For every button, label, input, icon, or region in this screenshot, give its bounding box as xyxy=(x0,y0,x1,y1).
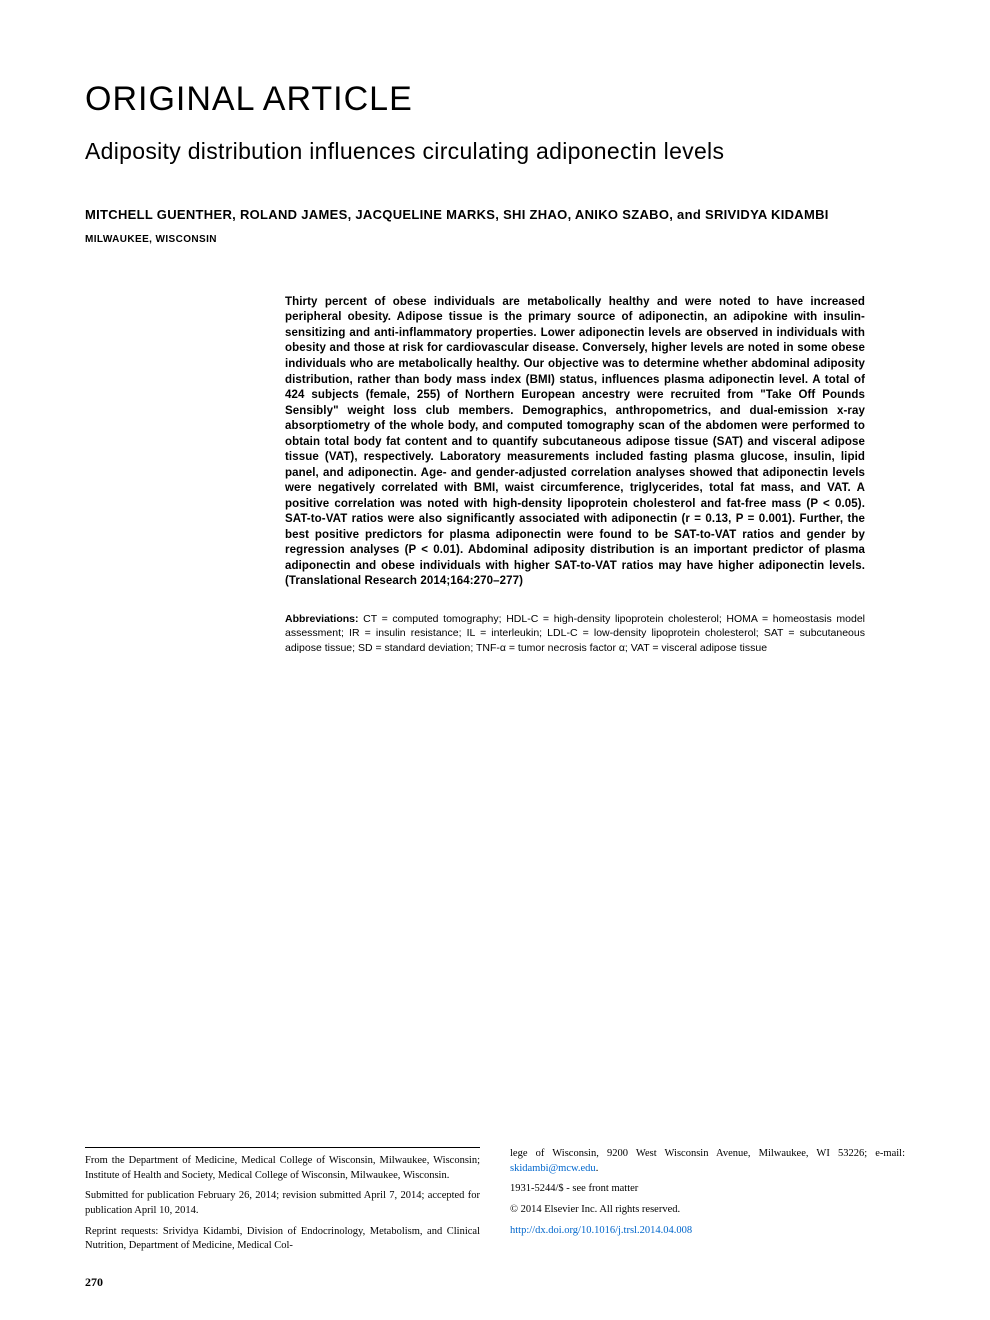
copyright-text: © 2014 Elsevier Inc. All rights reserved… xyxy=(510,1203,905,1218)
footer-left-column: From the Department of Medicine, Medical… xyxy=(85,1147,480,1260)
reprint-requests: Reprint requests: Srividya Kidambi, Divi… xyxy=(85,1225,480,1254)
article-type-label: ORIGINAL ARTICLE xyxy=(85,80,905,119)
footer-right-column: lege of Wisconsin, 9200 West Wisconsin A… xyxy=(510,1147,905,1260)
email-link[interactable]: skidambi@mcw.edu xyxy=(510,1163,596,1174)
page-number: 270 xyxy=(85,1275,103,1290)
footer-divider xyxy=(85,1147,480,1148)
affiliation-text: From the Department of Medicine, Medical… xyxy=(85,1154,480,1183)
abbreviations-label: Abbreviations: xyxy=(285,613,359,625)
abstract-text: Thirty percent of obese individuals are … xyxy=(285,295,865,590)
address-suffix: . xyxy=(596,1163,599,1174)
abbreviations-body: CT = computed tomography; HDL-C = high-d… xyxy=(285,613,865,654)
article-title: Adiposity distribution influences circul… xyxy=(85,137,905,166)
submission-dates: Submitted for publication February 26, 2… xyxy=(85,1189,480,1218)
abbreviations-container: Abbreviations: CT = computed tomography;… xyxy=(285,612,865,656)
footer-container: From the Department of Medicine, Medical… xyxy=(85,1147,905,1260)
abstract-container: Thirty percent of obese individuals are … xyxy=(285,295,865,590)
author-location: MILWAUKEE, WISCONSIN xyxy=(85,234,905,245)
correspondence-address: lege of Wisconsin, 9200 West Wisconsin A… xyxy=(510,1147,905,1176)
issn-text: 1931-5244/$ - see front matter xyxy=(510,1182,905,1197)
doi-link[interactable]: http://dx.doi.org/10.1016/j.trsl.2014.04… xyxy=(510,1224,905,1239)
address-text: lege of Wisconsin, 9200 West Wisconsin A… xyxy=(510,1148,905,1159)
abbreviations-text: Abbreviations: CT = computed tomography;… xyxy=(285,612,865,656)
authors-list: MITCHELL GUENTHER, ROLAND JAMES, JACQUEL… xyxy=(85,206,905,224)
